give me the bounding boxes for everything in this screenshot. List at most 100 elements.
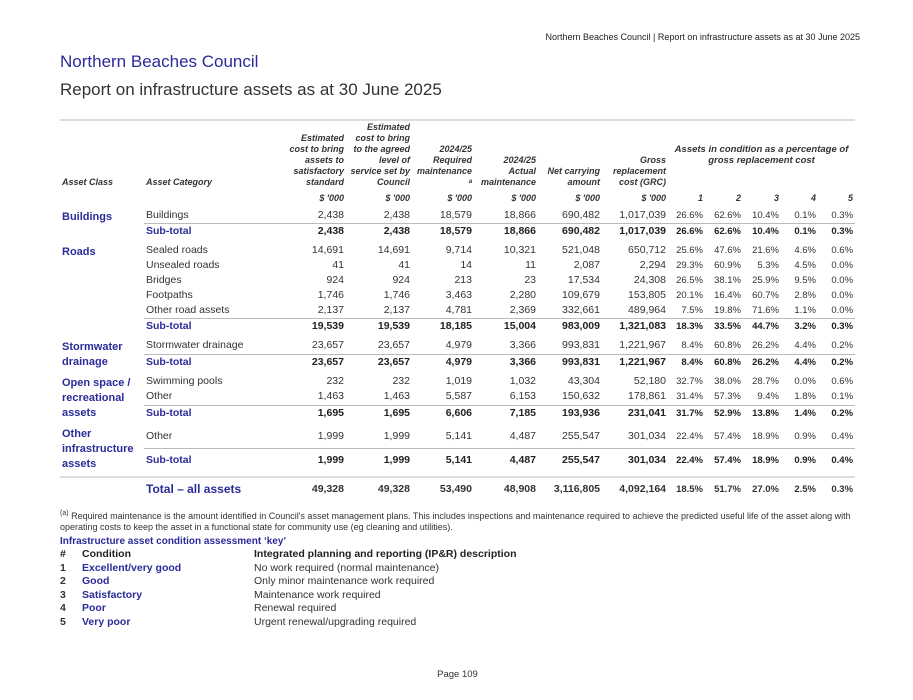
- table-row: Other 1,463 1,463 5,587 6,153 150,632 178,861 3…: [60, 389, 855, 405]
- percent-cell: 60.7%: [752, 290, 779, 301]
- key-number: 2: [60, 575, 66, 587]
- value-cell: 49,328: [346, 476, 412, 500]
- value-cell: 489,964: [628, 304, 666, 316]
- percent-cell: 16.4%: [714, 290, 741, 301]
- condition-number: 4: [810, 193, 816, 203]
- value-cell: 993,831: [538, 353, 602, 370]
- value-cell: 232: [326, 375, 344, 388]
- percent-cell: 2.5%: [781, 476, 818, 500]
- value-cell: 23: [524, 274, 536, 286]
- table-row: Stormwater drainage Stormwater drainage 23…: [60, 338, 855, 368]
- percent-cell: 0.3%: [818, 223, 856, 239]
- percent-cell: 2.8%: [794, 290, 816, 301]
- total-row: Total – all assets 49,328 49,328 53,490 48,9…: [60, 476, 856, 500]
- percent-cell: 0.6%: [831, 245, 854, 256]
- percent-cell: 32.7%: [676, 376, 703, 388]
- key-item: 5 Very poor Urgent renewal/upgrading requi…: [60, 616, 855, 630]
- value-cell: 255,547: [538, 448, 602, 472]
- condition-number: 1: [697, 193, 703, 203]
- key-description: Renewal required: [254, 602, 337, 614]
- percent-cell: 18.9%: [752, 431, 779, 442]
- percent-cell: 38.0%: [714, 376, 741, 388]
- asset-category: Sub-total: [144, 353, 284, 370]
- percent-cell: 0.0%: [831, 290, 854, 301]
- key-item: 4 Poor Renewal required: [60, 602, 855, 616]
- percent-cell: 22.4%: [668, 448, 705, 472]
- percent-cell: 1.1%: [794, 305, 816, 316]
- key-title: Infrastructure asset condition assessmen…: [60, 536, 287, 547]
- value-cell: 993,831: [562, 339, 600, 352]
- table-row: Buildings Buildings 2,438 2,438 18,579 18,866…: [60, 208, 855, 224]
- subtotal-row: Sub-total 2,438 2,438 18,579 18,866 690,482 1,…: [60, 223, 856, 239]
- report-body: Asset Class Asset Category Estimated cos…: [60, 0, 856, 700]
- subtotal-row: Sub-total 23,657 23,657 4,979 3,366 993,831 1,…: [60, 353, 856, 370]
- percent-cell: 20.1%: [676, 290, 703, 301]
- value-cell: 19,539: [284, 318, 346, 334]
- key-item: 2 Good Only minor maintenance work require…: [60, 575, 855, 589]
- percent-cell: 4.4%: [781, 353, 818, 370]
- asset-category: Sub-total: [144, 448, 284, 472]
- value-cell: 18,579: [439, 209, 472, 221]
- value-cell: 41: [398, 259, 410, 271]
- value-cell: 2,137: [317, 304, 344, 316]
- asset-category: Stormwater drainage: [146, 339, 244, 352]
- value-cell: 18,866: [503, 209, 536, 221]
- percent-cell: 19.8%: [714, 305, 741, 316]
- value-cell: 17,534: [567, 274, 600, 286]
- percent-cell: 62.6%: [714, 210, 741, 221]
- subtotal-row: Sub-total 1,999 1,999 5,141 4,487 255,547 301,…: [60, 448, 856, 472]
- percent-cell: 25.9%: [752, 275, 779, 286]
- percent-cell: 18.5%: [668, 476, 705, 500]
- percent-cell: 27.0%: [743, 476, 781, 500]
- unit-label: $ '000: [385, 193, 410, 203]
- value-cell: 4,979: [412, 353, 474, 370]
- header-asset-class: Asset Class: [62, 177, 114, 187]
- key-condition: Excellent/very good: [82, 561, 182, 574]
- percent-cell: 0.4%: [818, 448, 856, 472]
- percent-cell: 8.4%: [681, 340, 703, 352]
- value-cell: 6,153: [509, 390, 536, 403]
- asset-category: Footpaths: [146, 289, 193, 301]
- percent-cell: 60.8%: [705, 353, 743, 370]
- value-cell: 4,092,164: [602, 476, 668, 500]
- value-cell: 6,606: [412, 404, 474, 421]
- value-cell: 2,438: [346, 223, 412, 239]
- key-condition: Poor: [82, 602, 106, 614]
- value-cell: 150,632: [562, 390, 600, 403]
- value-cell: 1,999: [317, 430, 344, 442]
- percent-cell: 18.9%: [743, 448, 781, 472]
- key-header-description: Integrated planning and reporting (IP&R)…: [254, 548, 517, 560]
- percent-cell: 0.4%: [831, 431, 854, 442]
- key-number: 3: [60, 588, 66, 601]
- value-cell: 5,587: [445, 390, 472, 403]
- value-cell: 1,746: [317, 289, 344, 301]
- value-cell: 2,137: [383, 304, 410, 316]
- key-number: 5: [60, 615, 66, 628]
- value-cell: 3,366: [509, 339, 536, 352]
- key-header-condition: Condition: [82, 548, 131, 560]
- value-cell: 232: [392, 375, 410, 388]
- value-cell: 650,712: [628, 244, 666, 256]
- key-description: Only minor maintenance work required: [254, 575, 435, 587]
- percent-cell: 26.2%: [743, 353, 781, 370]
- percent-cell: 0.9%: [794, 431, 816, 442]
- value-cell: 5,141: [412, 448, 474, 472]
- key-item: 3 Satisfactory Maintenance work required: [60, 589, 855, 603]
- value-cell: 14,691: [311, 244, 344, 256]
- value-cell: 10,321: [503, 244, 536, 256]
- percent-cell: 29.3%: [676, 260, 703, 271]
- percent-cell: 3.2%: [781, 318, 818, 334]
- percent-cell: 0.0%: [831, 275, 854, 286]
- footnote-marker: (a): [60, 510, 69, 517]
- value-cell: 14,691: [377, 244, 410, 256]
- value-cell: 1,999: [383, 430, 410, 442]
- asset-category: Sub-total: [144, 318, 284, 334]
- value-cell: 153,805: [628, 289, 666, 301]
- value-cell: 332,661: [562, 304, 600, 316]
- percent-cell: 33.5%: [705, 318, 743, 334]
- asset-category: Other road assets: [146, 304, 230, 316]
- asset-category: Buildings: [146, 209, 189, 221]
- percent-cell: 0.2%: [818, 353, 856, 370]
- value-cell: 18,579: [412, 223, 474, 239]
- asset-category: Other: [146, 430, 173, 442]
